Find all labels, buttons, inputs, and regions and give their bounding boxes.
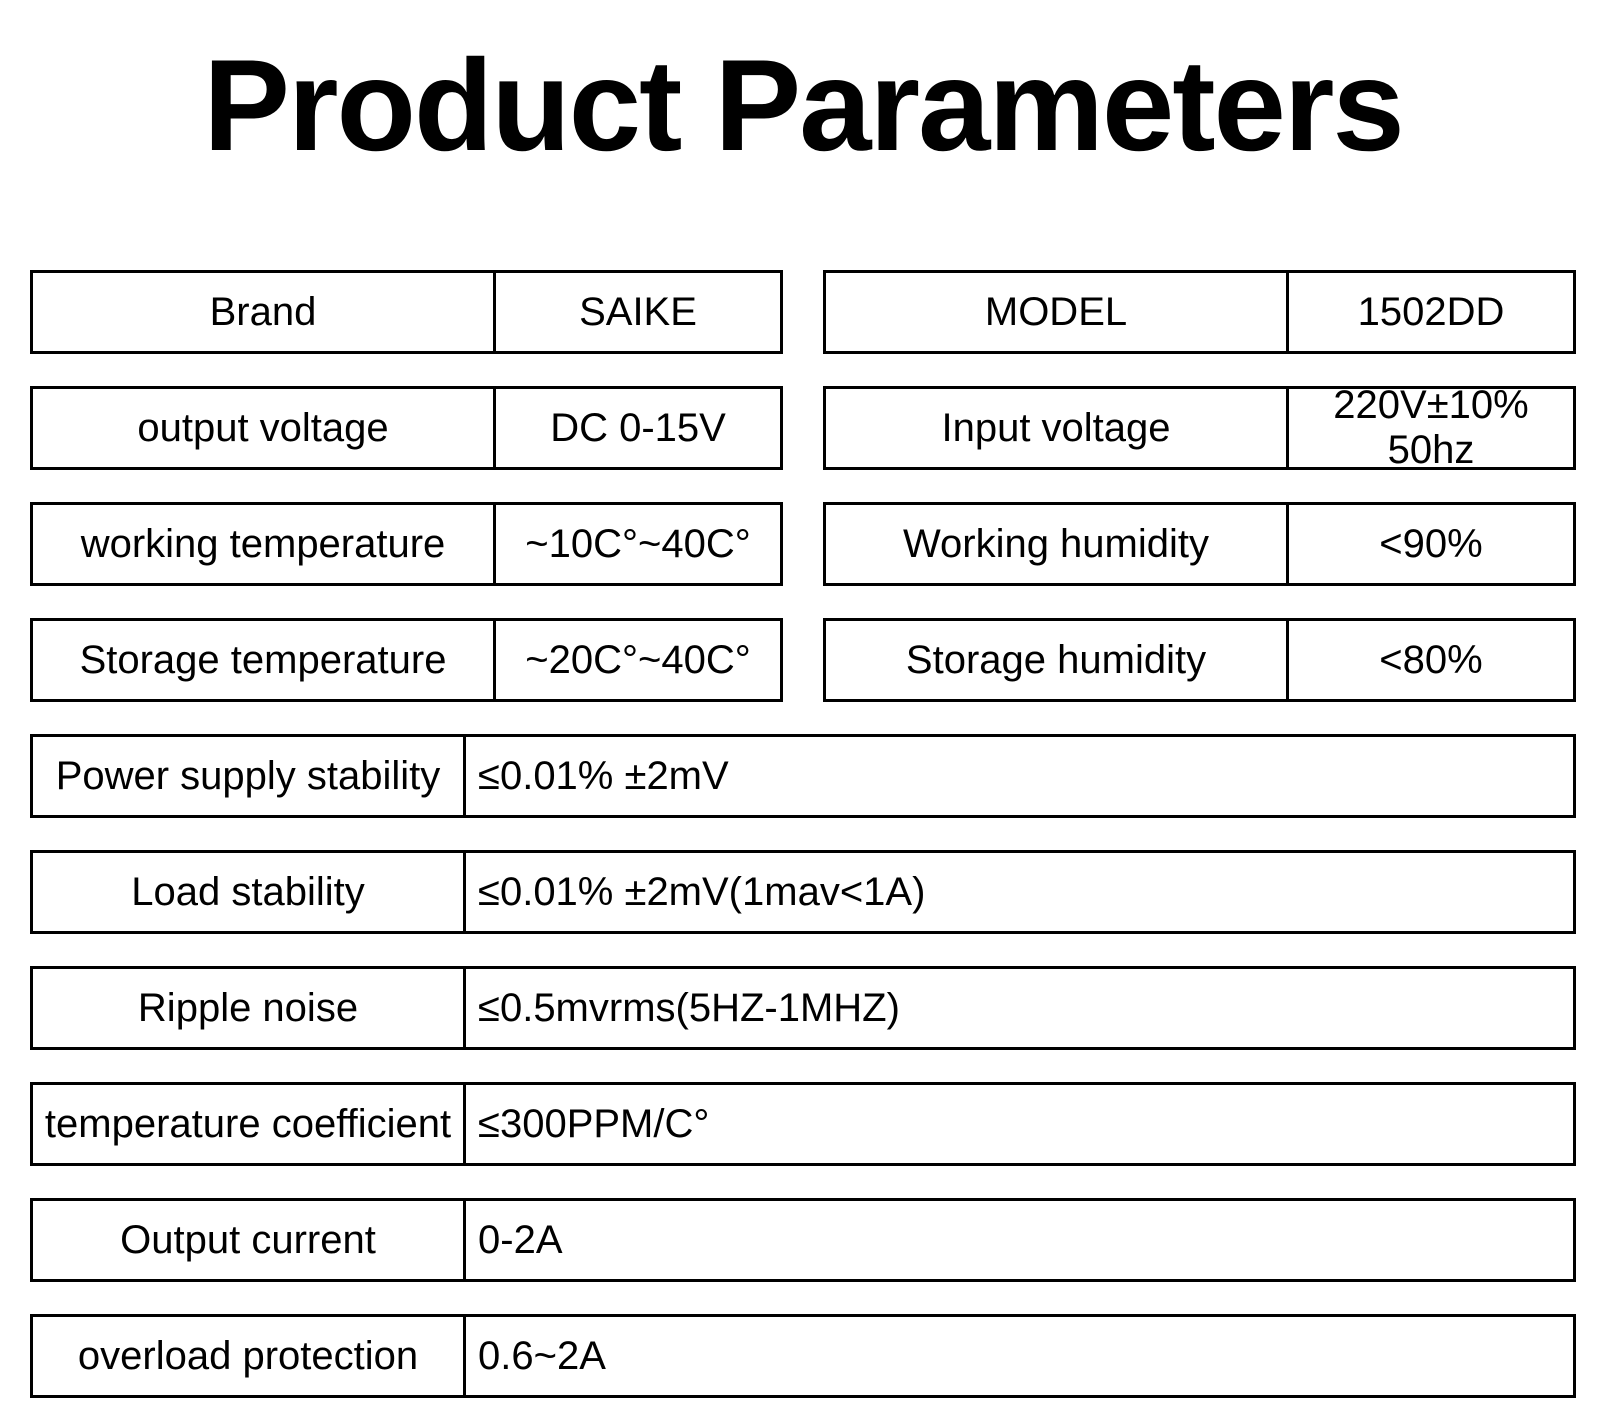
param-row-full: Output current 0-2A bbox=[30, 1198, 1576, 1282]
param-label: MODEL bbox=[826, 273, 1286, 351]
param-row: Storage temperature ~20C°~40C° Storage h… bbox=[30, 618, 1576, 702]
param-value: ≤0.5mvrms(5HZ-1MHZ) bbox=[466, 969, 1573, 1047]
param-pair: MODEL 1502DD bbox=[823, 270, 1576, 354]
parameters-table: Brand SAIKE MODEL 1502DD output voltage … bbox=[30, 270, 1576, 1398]
param-value: SAIKE bbox=[496, 273, 780, 351]
param-pair: working temperature ~10C°~40C° bbox=[30, 502, 783, 586]
param-pair-full: temperature coefficient ≤300PPM/C° bbox=[30, 1082, 1576, 1166]
param-label: Power supply stability bbox=[33, 737, 463, 815]
page-title: Product Parameters bbox=[30, 30, 1576, 180]
param-label: Working humidity bbox=[826, 505, 1286, 583]
param-pair: Input voltage 220V±10% 50hz bbox=[823, 386, 1576, 470]
param-label: Load stability bbox=[33, 853, 463, 931]
param-row-full: Load stability ≤0.01% ±2mV(1mav<1A) bbox=[30, 850, 1576, 934]
param-label: working temperature bbox=[33, 505, 493, 583]
param-value: 220V±10% 50hz bbox=[1289, 389, 1573, 467]
param-row-full: temperature coefficient ≤300PPM/C° bbox=[30, 1082, 1576, 1166]
param-value: <90% bbox=[1289, 505, 1573, 583]
param-label: temperature coefficient bbox=[33, 1085, 463, 1163]
param-row: working temperature ~10C°~40C° Working h… bbox=[30, 502, 1576, 586]
param-pair-full: overload protection 0.6~2A bbox=[30, 1314, 1576, 1398]
param-value: DC 0-15V bbox=[496, 389, 780, 467]
param-label: Brand bbox=[33, 273, 493, 351]
param-pair-full: Power supply stability ≤0.01% ±2mV bbox=[30, 734, 1576, 818]
param-pair: output voltage DC 0-15V bbox=[30, 386, 783, 470]
param-pair: Storage humidity <80% bbox=[823, 618, 1576, 702]
param-value: 1502DD bbox=[1289, 273, 1573, 351]
param-pair-full: Ripple noise ≤0.5mvrms(5HZ-1MHZ) bbox=[30, 966, 1576, 1050]
param-label: output voltage bbox=[33, 389, 493, 467]
param-row: output voltage DC 0-15V Input voltage 22… bbox=[30, 386, 1576, 470]
param-pair: Storage temperature ~20C°~40C° bbox=[30, 618, 783, 702]
param-value: ≤300PPM/C° bbox=[466, 1085, 1573, 1163]
param-pair: Brand SAIKE bbox=[30, 270, 783, 354]
param-value: ≤0.01% ±2mV(1mav<1A) bbox=[466, 853, 1573, 931]
param-pair: Working humidity <90% bbox=[823, 502, 1576, 586]
param-label: Storage temperature bbox=[33, 621, 493, 699]
param-label: Output current bbox=[33, 1201, 463, 1279]
param-row-full: Ripple noise ≤0.5mvrms(5HZ-1MHZ) bbox=[30, 966, 1576, 1050]
param-pair-full: Output current 0-2A bbox=[30, 1198, 1576, 1282]
param-row-full: overload protection 0.6~2A bbox=[30, 1314, 1576, 1398]
param-value: 0.6~2A bbox=[466, 1317, 1573, 1395]
param-value: 0-2A bbox=[466, 1201, 1573, 1279]
param-row-full: Power supply stability ≤0.01% ±2mV bbox=[30, 734, 1576, 818]
param-value: ~20C°~40C° bbox=[496, 621, 780, 699]
param-label: Ripple noise bbox=[33, 969, 463, 1047]
param-value: <80% bbox=[1289, 621, 1573, 699]
param-value: ~10C°~40C° bbox=[496, 505, 780, 583]
param-pair-full: Load stability ≤0.01% ±2mV(1mav<1A) bbox=[30, 850, 1576, 934]
param-label: overload protection bbox=[33, 1317, 463, 1395]
param-label: Input voltage bbox=[826, 389, 1286, 467]
param-row: Brand SAIKE MODEL 1502DD bbox=[30, 270, 1576, 354]
param-label: Storage humidity bbox=[826, 621, 1286, 699]
param-value: ≤0.01% ±2mV bbox=[466, 737, 1573, 815]
